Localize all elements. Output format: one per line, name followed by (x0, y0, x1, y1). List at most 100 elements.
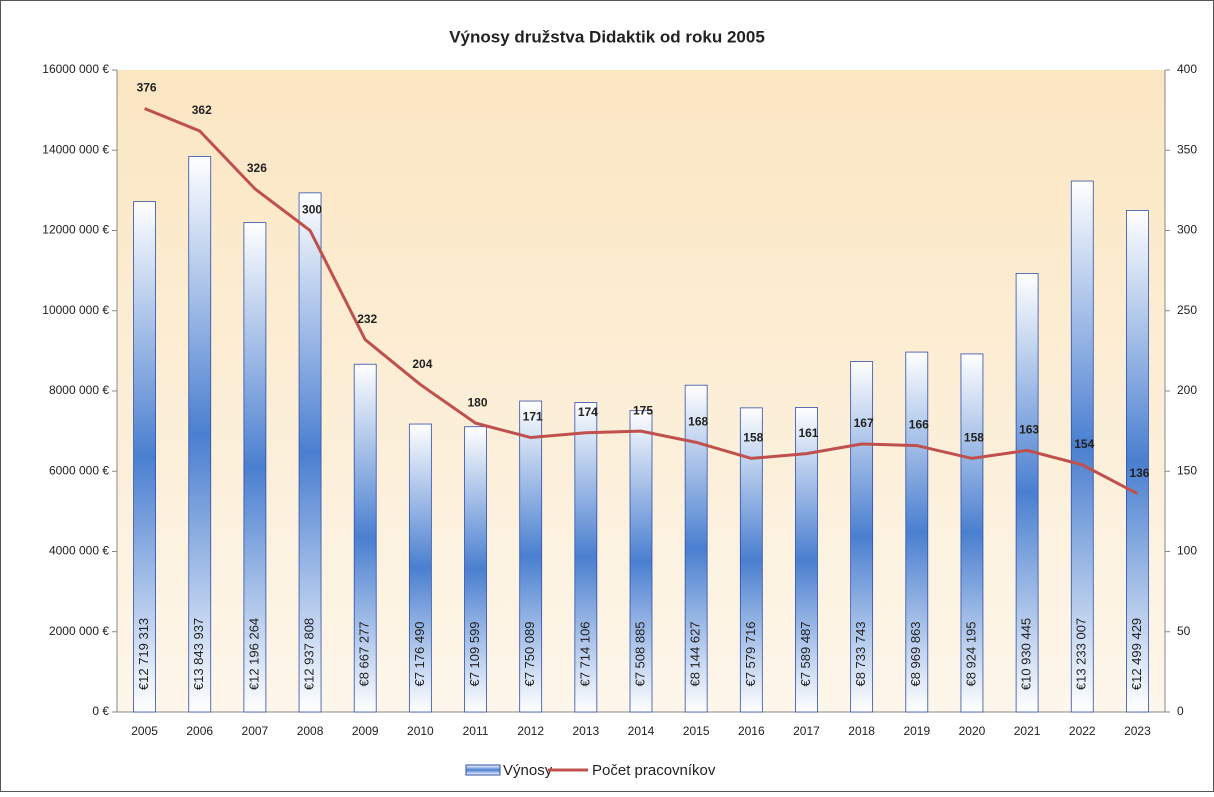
line-value-label: 136 (1129, 466, 1149, 480)
bar (298, 192, 322, 713)
bar (188, 156, 212, 713)
line-value-label: 376 (137, 81, 157, 95)
line (144, 107, 1139, 496)
bar (1015, 273, 1039, 713)
bar-value-label: €7 508 885 (632, 621, 647, 686)
legend-label: Výnosy (503, 762, 553, 779)
line-value-label: 174 (578, 405, 598, 419)
x-tick-label: 2021 (1014, 724, 1041, 738)
bar (1070, 180, 1094, 713)
line-value-label: 204 (412, 357, 432, 371)
y-tick-label: 14000 000 € (42, 142, 109, 156)
line-value-label: 362 (192, 103, 212, 117)
line-value-label: 167 (854, 416, 874, 430)
line-value-label: 158 (964, 431, 984, 445)
y-tick-label: 12000 000 € (42, 223, 109, 237)
bar-value-label: €12 937 808 (301, 618, 316, 690)
bar (408, 423, 432, 713)
bar-value-label: €8 667 277 (357, 621, 372, 686)
bar-value-label: €7 579 716 (743, 621, 758, 686)
bar-value-label: €8 733 743 (853, 621, 868, 686)
x-tick-label: 2011 (463, 724, 489, 738)
y2-tick-label: 250 (1177, 303, 1197, 317)
bar-value-label: €8 924 195 (963, 621, 978, 686)
bar-value-label: €8 144 627 (688, 621, 703, 686)
bar-value-label: €10 930 445 (1019, 618, 1034, 690)
y2-tick-label: 0 (1177, 704, 1184, 718)
bar-value-label: €12 719 313 (136, 618, 151, 690)
bar (464, 426, 487, 713)
x-tick-label: 2006 (186, 724, 213, 738)
x-tick-label: 2020 (959, 724, 986, 738)
line-value-label: 166 (909, 418, 929, 432)
line-value-label: 180 (468, 395, 488, 409)
x-tick-label: 2023 (1124, 724, 1151, 738)
bar (133, 201, 156, 713)
line-value-label: 154 (1074, 437, 1094, 451)
line-value-label: 168 (688, 415, 708, 429)
bar (243, 222, 267, 713)
y-tick-label: 6000 000 € (49, 463, 109, 477)
x-tick-label: 2019 (903, 724, 930, 738)
x-tick-label: 2005 (131, 724, 158, 738)
bar-value-label: €7 750 089 (522, 621, 537, 686)
y-tick-label: 10000 000 € (42, 303, 109, 317)
y2-tick-label: 350 (1177, 142, 1197, 156)
x-tick-label: 2008 (297, 724, 324, 738)
x-tick-label: 2013 (572, 724, 599, 738)
bar (905, 351, 929, 713)
line-value-label: 171 (523, 410, 543, 424)
bar (519, 400, 543, 713)
y2-tick-label: 300 (1177, 223, 1197, 237)
bar (1126, 210, 1149, 713)
bar-value-label: €8 969 863 (908, 621, 923, 686)
bar-value-label: €7 589 487 (798, 621, 813, 686)
y-tick-label: 8000 000 € (49, 383, 109, 397)
bar (684, 384, 708, 713)
x-tick-label: 2018 (848, 724, 875, 738)
bar (960, 353, 984, 713)
line-value-label: 158 (743, 431, 763, 445)
x-tick-label: 2010 (407, 724, 434, 738)
bar (795, 407, 818, 713)
bar (574, 402, 598, 713)
line-value-label: 300 (302, 203, 322, 217)
bar (629, 410, 653, 713)
legend-swatch (465, 764, 501, 776)
bar (353, 363, 377, 713)
bar-value-label: €12 499 429 (1129, 618, 1144, 690)
line-value-label: 161 (798, 426, 818, 440)
y2-tick-label: 400 (1177, 62, 1197, 76)
x-tick-label: 2012 (517, 724, 544, 738)
x-tick-label: 2022 (1069, 724, 1096, 738)
bar-value-label: €12 196 264 (246, 618, 261, 690)
bar-value-label: €13 233 007 (1074, 618, 1089, 690)
y2-tick-label: 150 (1177, 463, 1197, 477)
line-value-label: 232 (357, 312, 377, 326)
x-tick-label: 2017 (793, 724, 820, 738)
x-tick-label: 2015 (683, 724, 710, 738)
bar-value-label: €7 176 490 (412, 621, 427, 686)
bar (739, 407, 763, 713)
bar-value-label: €7 109 599 (467, 621, 482, 686)
legend-label: Počet pracovníkov (592, 762, 716, 779)
y2-tick-label: 50 (1177, 624, 1191, 638)
y2-tick-label: 100 (1177, 544, 1197, 558)
y2-tick-label: 200 (1177, 383, 1197, 397)
line-value-label: 175 (633, 403, 653, 417)
y-tick-label: 2000 000 € (49, 624, 109, 638)
x-tick-label: 2009 (352, 724, 379, 738)
y-tick-label: 0 € (92, 704, 109, 718)
x-tick-label: 2007 (242, 724, 269, 738)
bar-value-label: €13 843 937 (191, 618, 206, 690)
y-tick-label: 4000 000 € (49, 544, 109, 558)
bar-value-label: €7 714 106 (577, 621, 592, 686)
y-tick-label: 16000 000 € (42, 62, 109, 76)
x-tick-label: 2014 (628, 724, 655, 738)
chart-title: Výnosy družstva Didaktik od roku 2005 (449, 27, 765, 46)
line-value-label: 326 (247, 161, 267, 175)
line-value-label: 163 (1019, 423, 1039, 437)
x-tick-label: 2016 (738, 724, 765, 738)
bar (850, 361, 874, 713)
